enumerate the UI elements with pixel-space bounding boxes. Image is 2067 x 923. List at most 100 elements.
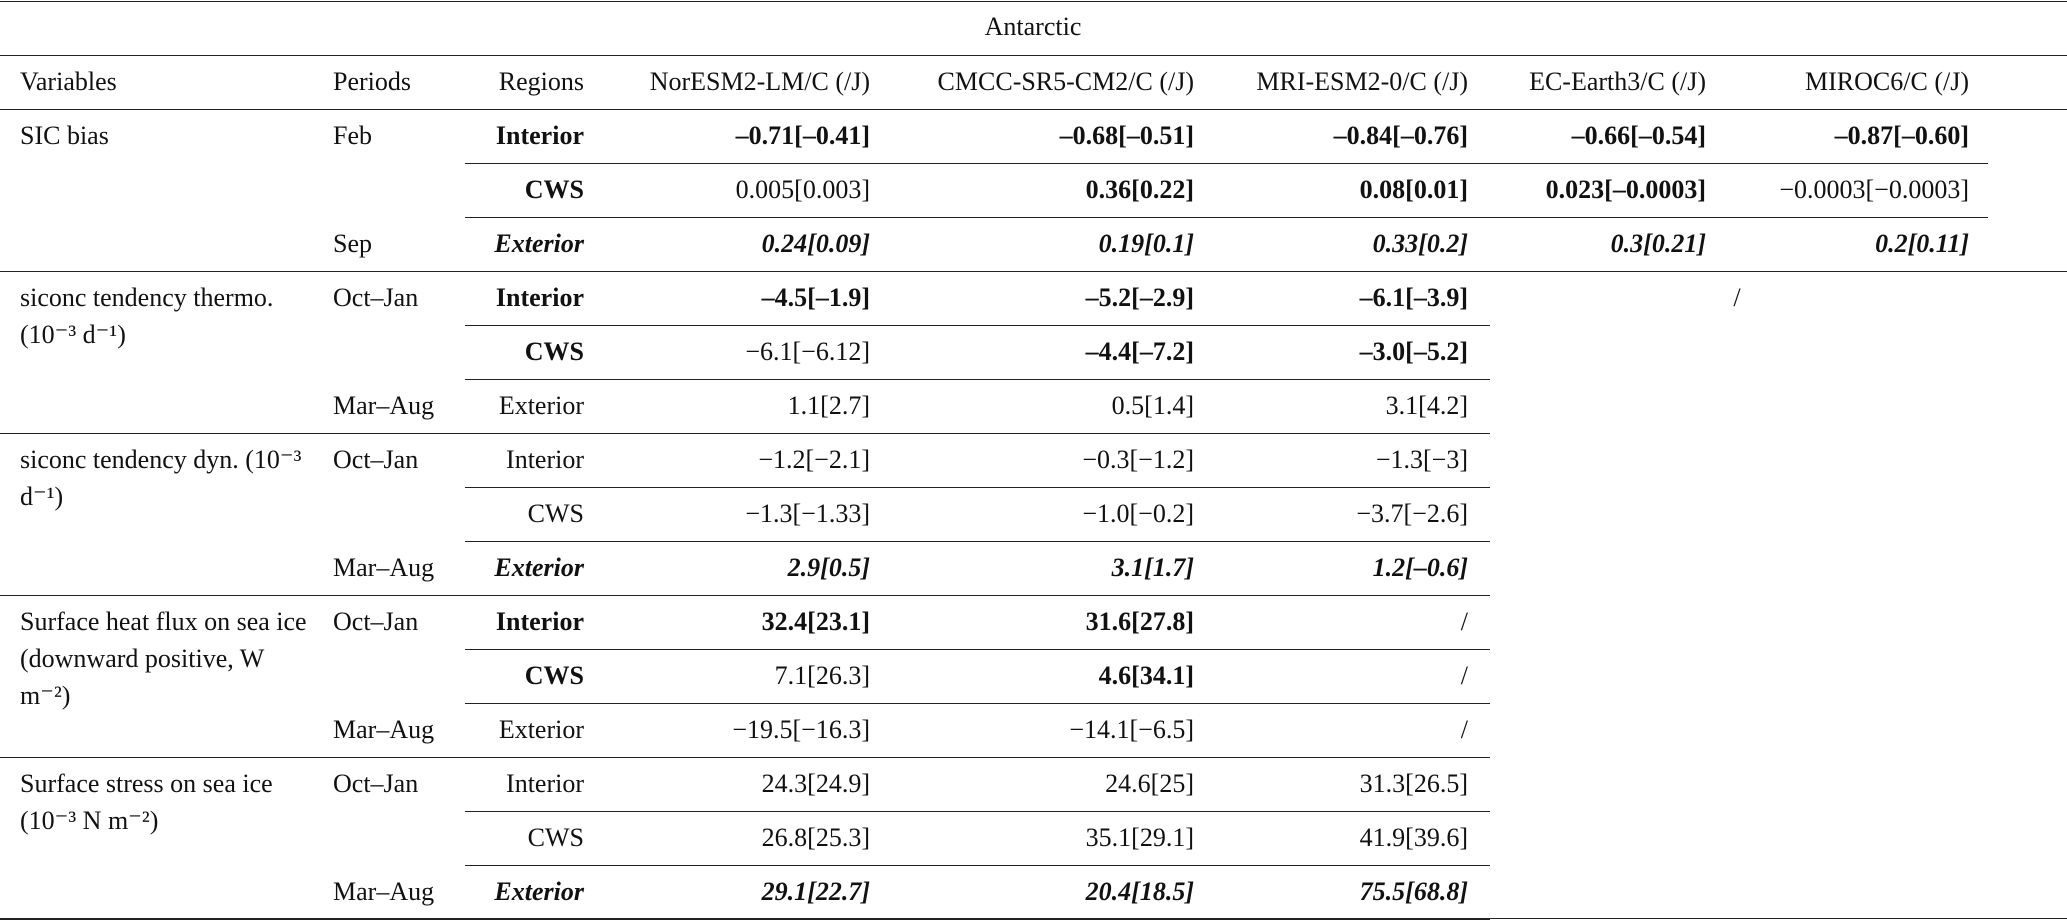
rule	[465, 703, 1490, 704]
period-label: Mar–Aug	[333, 877, 435, 906]
period-label: Oct–Jan	[333, 769, 419, 798]
rule	[0, 757, 1490, 758]
rule	[465, 811, 1490, 812]
table-cell: 24.3[24.9]	[761, 769, 870, 798]
rule	[0, 1, 2067, 2]
missing-marker: /	[1733, 283, 1741, 312]
table-cell: −14.1[−6.5]	[1069, 715, 1194, 744]
column-header: EC-Earth3/C (/J)	[1529, 67, 1706, 96]
period-label: Sep	[333, 229, 372, 258]
rule	[0, 595, 1490, 596]
region-label: Exterior	[498, 715, 584, 744]
table-cell: 31.3[26.5]	[1359, 769, 1468, 798]
table-cell: 26.8[25.3]	[761, 823, 870, 852]
table-cell: 20.4[18.5]	[1085, 877, 1194, 906]
table-cell: –0.71[–0.41]	[735, 121, 870, 150]
table-cell: –0.84[–0.76]	[1333, 121, 1468, 150]
column-header: Periods	[333, 67, 411, 96]
variable-label: siconc tendency dyn. (10⁻³ d⁻¹)	[20, 445, 302, 511]
region-label: CWS	[524, 661, 584, 690]
table-cell: 0.023[–0.0003]	[1545, 175, 1706, 204]
table-cell: /	[1460, 715, 1468, 744]
table-cell: −0.0003[−0.0003]	[1779, 175, 1969, 204]
rule	[465, 541, 1490, 542]
table-cell: 24.6[25]	[1105, 769, 1194, 798]
rule	[0, 433, 1490, 434]
table-cell: 29.1[22.7]	[761, 877, 870, 906]
table-cell: 0.24[0.09]	[761, 229, 870, 258]
table-cell: 35.1[29.1]	[1085, 823, 1194, 852]
period-label: Feb	[333, 121, 372, 150]
table-cell: 3.1[1.7]	[1111, 553, 1194, 582]
table-cell: 0.08[0.01]	[1359, 175, 1468, 204]
table-cell: 1.2[–0.6]	[1372, 553, 1468, 582]
table-cell: –0.66[–0.54]	[1571, 121, 1706, 150]
table-cell: 0.33[0.2]	[1372, 229, 1468, 258]
table-cell: –4.5[–1.9]	[761, 283, 870, 312]
rule	[0, 271, 2067, 272]
period-label: Oct–Jan	[333, 607, 419, 636]
table-cell: 4.6[34.1]	[1098, 661, 1194, 690]
period-label: Mar–Aug	[333, 391, 435, 420]
rule	[465, 163, 1988, 164]
column-header: MRI-ESM2-0/C (/J)	[1256, 67, 1468, 96]
table-cell: 32.4[23.1]	[761, 607, 870, 636]
table-cell: −0.3[−1.2]	[1082, 445, 1194, 474]
table-cell: 0.3[0.21]	[1610, 229, 1706, 258]
column-header: Regions	[498, 67, 584, 96]
table-title: Antarctic	[984, 12, 1082, 41]
table-cell: /	[1460, 607, 1468, 636]
region-label: CWS	[527, 499, 584, 528]
table-cell: 0.005[0.003]	[735, 175, 870, 204]
region-label: Interior	[506, 769, 584, 798]
table-cell: –3.0[–5.2]	[1359, 337, 1468, 366]
variable-label: siconc tendency thermo. (10⁻³ d⁻¹)	[20, 283, 274, 349]
variable-label: Surface heat flux on sea ice (downward p…	[20, 607, 307, 710]
table-cell: –5.2[–2.9]	[1085, 283, 1194, 312]
table-cell: /	[1460, 661, 1468, 690]
column-header: Variables	[20, 67, 117, 96]
rule	[0, 919, 1490, 920]
table-cell: 3.1[4.2]	[1385, 391, 1468, 420]
rule	[465, 649, 1490, 650]
rule	[0, 109, 2067, 110]
table-cell: –6.1[–3.9]	[1359, 283, 1468, 312]
table-cell: −1.2[−2.1]	[758, 445, 870, 474]
rule	[465, 217, 1988, 218]
rule	[465, 865, 1490, 866]
rule	[0, 55, 2067, 56]
region-label: Interior	[495, 121, 584, 150]
rule	[465, 325, 1490, 326]
table-cell: 0.19[0.1]	[1098, 229, 1194, 258]
variable-label: Surface stress on sea ice (10⁻³ N m⁻²)	[20, 769, 273, 835]
region-label: CWS	[527, 823, 584, 852]
region-label: Exterior	[494, 229, 584, 258]
table-cell: −1.3[−1.33]	[745, 499, 870, 528]
region-label: CWS	[524, 337, 584, 366]
table-cell: 0.5[1.4]	[1111, 391, 1194, 420]
table-cell: 75.5[68.8]	[1359, 877, 1468, 906]
table-cell: −1.3[−3]	[1375, 445, 1468, 474]
region-label: Interior	[495, 283, 584, 312]
region-label: Interior	[506, 445, 584, 474]
variable-label: SIC bias	[20, 121, 109, 150]
region-label: Exterior	[494, 877, 584, 906]
table-cell: −6.1[−6.12]	[745, 337, 870, 366]
table-cell: –0.87[–0.60]	[1834, 121, 1969, 150]
region-label: CWS	[524, 175, 584, 204]
region-label: Interior	[495, 607, 584, 636]
rule	[465, 487, 1490, 488]
region-label: Exterior	[498, 391, 584, 420]
period-label: Oct–Jan	[333, 283, 419, 312]
period-label: Oct–Jan	[333, 445, 419, 474]
table-cell: –0.68[–0.51]	[1059, 121, 1194, 150]
table-cell: −1.0[−0.2]	[1082, 499, 1194, 528]
period-label: Mar–Aug	[333, 553, 435, 582]
table-cell: 41.9[39.6]	[1359, 823, 1468, 852]
column-header: NorESM2-LM/C (/J)	[649, 67, 870, 96]
table-cell: 0.2[0.11]	[1875, 229, 1969, 258]
rule	[0, 918, 2067, 919]
table-cell: 7.1[26.3]	[774, 661, 870, 690]
period-label: Mar–Aug	[333, 715, 435, 744]
